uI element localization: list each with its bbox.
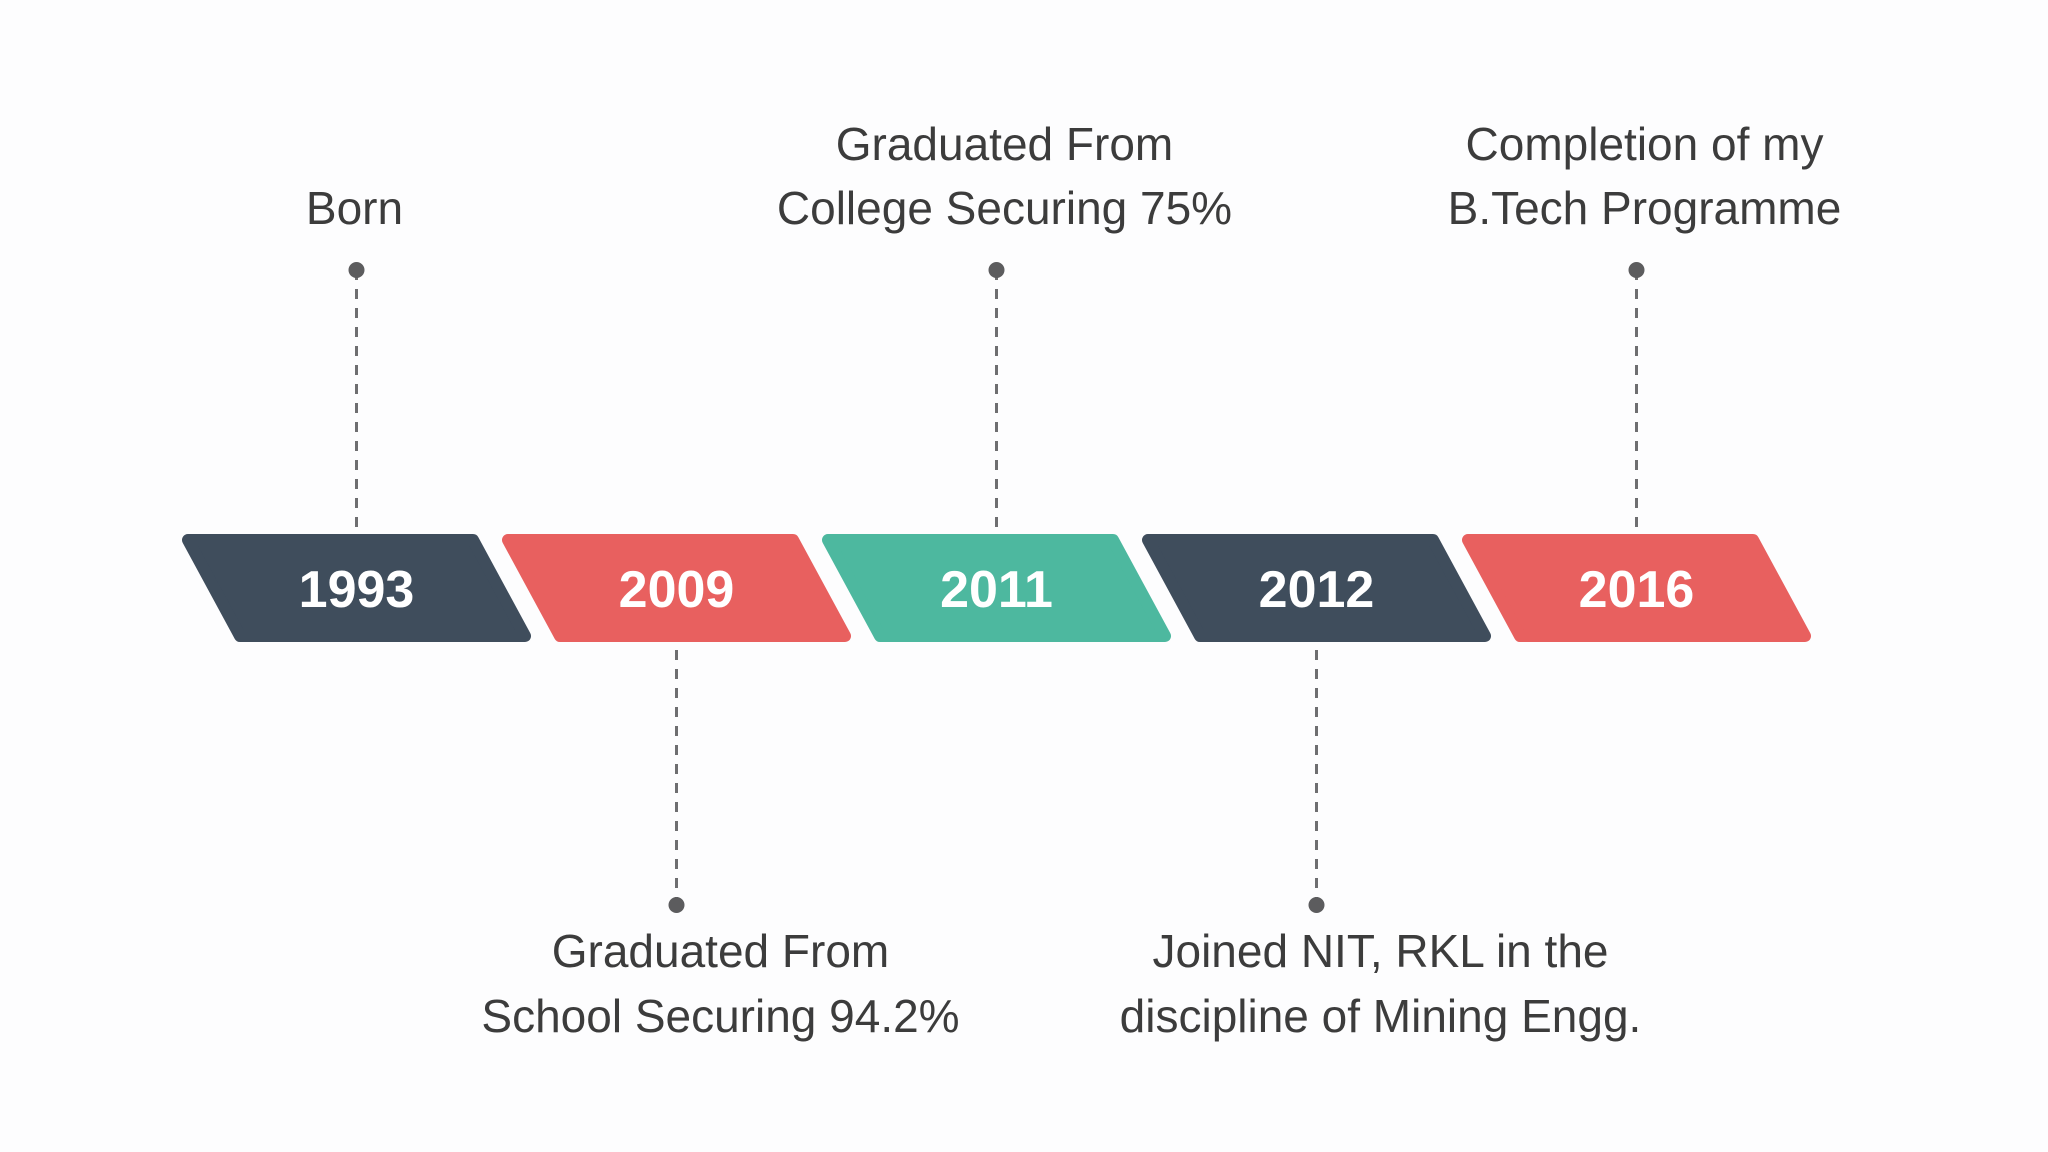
connector-dot-2009 bbox=[668, 897, 685, 913]
connector-dot-1993 bbox=[348, 262, 365, 278]
milestone-label-line: College Securing 75% bbox=[777, 182, 1232, 234]
milestone-label-line: Graduated From bbox=[836, 118, 1173, 170]
milestone-label-line: Completion of my bbox=[1466, 118, 1824, 170]
milestone-label-line: Graduated From bbox=[552, 925, 889, 977]
milestone-label-2009: Graduated From School Securing 94.2% bbox=[481, 925, 959, 1042]
milestone-label-2016: Completion of my B.Tech Programme bbox=[1448, 118, 1842, 234]
timeline-segment-2016 bbox=[1462, 534, 1811, 642]
year-label-1993: 1993 bbox=[299, 561, 415, 619]
year-label-2012: 2012 bbox=[1259, 561, 1375, 619]
milestone-label-line: Joined NIT, RKL in the bbox=[1153, 925, 1609, 977]
milestone-label-line: School Securing 94.2% bbox=[481, 990, 959, 1042]
timeline-segment-1993 bbox=[182, 534, 531, 642]
milestone-label-line: B.Tech Programme bbox=[1448, 182, 1842, 234]
milestone-label-2011: Graduated From College Securing 75% bbox=[777, 118, 1232, 234]
timeline-connectors bbox=[348, 262, 1645, 913]
timeline-segment-2012 bbox=[1142, 534, 1491, 642]
timeline-segment-2011 bbox=[822, 534, 1171, 642]
year-label-2009: 2009 bbox=[619, 561, 735, 619]
connector-dot-2011 bbox=[988, 262, 1005, 278]
year-label-2016: 2016 bbox=[1579, 561, 1695, 619]
timeline-segment-2009 bbox=[502, 534, 851, 642]
milestone-label-line: discipline of Mining Engg. bbox=[1120, 990, 1642, 1042]
year-label-2011: 2011 bbox=[940, 561, 1053, 619]
milestone-label-2012: Joined NIT, RKL in the discipline of Mini… bbox=[1120, 925, 1642, 1042]
connector-dot-2012 bbox=[1308, 897, 1325, 913]
milestone-label-1993: Born bbox=[306, 182, 403, 234]
timeline-segments: 1993 2009 2011 2012 2016 bbox=[182, 534, 1811, 642]
connector-dot-2016 bbox=[1628, 262, 1645, 278]
milestone-label-line: Born bbox=[306, 182, 403, 234]
